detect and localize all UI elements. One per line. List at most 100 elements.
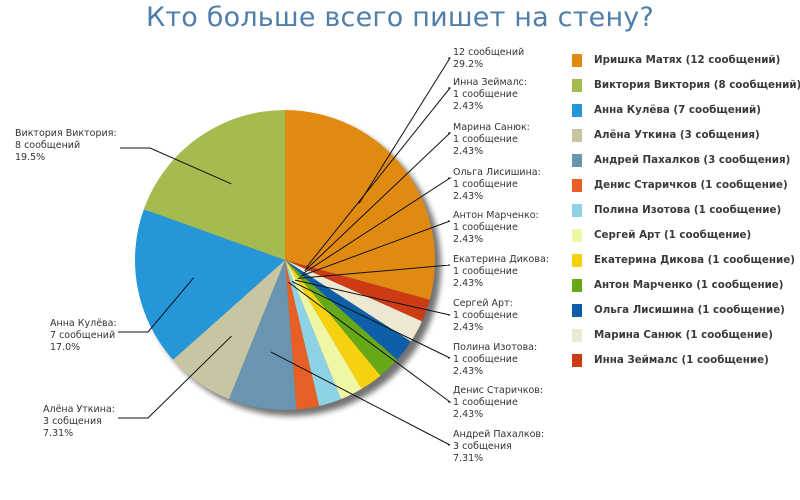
pie-slice-10 [228,260,297,410]
legend-swatch [572,229,582,242]
legend-label: Антон Марченко (1 сообщение) [594,279,784,291]
chart-title: Кто больше всего пишет на стену? [145,2,655,33]
pie-slice-5 [285,260,397,376]
legend-label: Полина Изотова (1 сообщение) [594,204,782,216]
slice-label-4-line-3: 2.43% [453,191,483,202]
slice-label-7-line-2: 1 сообщение [453,310,518,321]
legend-swatch [572,129,582,142]
legend-swatch [572,254,582,267]
slice-label-6-line-2: 1 сообщение [453,266,518,277]
legend-swatch [572,204,582,217]
pie-slice-3 [285,260,422,342]
leader-line-1 [358,57,451,204]
legend-label: Денис Старичков (1 сообщение) [594,179,788,191]
legend-item: Антон Марченко (1 сообщение) [572,277,800,302]
slice-label-5-line-3: 2.43% [453,234,483,245]
legend-swatch [572,154,582,167]
leader-line-8 [291,281,451,359]
leader-line-13 [120,147,232,185]
legend-label: Иришка Матях (12 сообщений) [594,54,781,66]
pie-slice-7 [285,260,362,400]
slice-label-12-line-2: 7 сообщений [50,330,115,341]
slice-label-13-line-1: Виктория Виктория: [15,128,117,139]
legend-item: Марина Санюк (1 сообщение) [572,327,800,352]
slice-label-12-line-3: 17.0% [50,342,80,353]
slice-label-2-line-1: Инна Зеймалс: [453,77,527,88]
slice-label-9-line-3: 2.43% [453,409,483,420]
legend-label: Ольга Лисишина (1 сообщение) [594,304,785,316]
slice-label-11-line-1: Алёна Уткина: [43,404,115,415]
slice-label-6-line-1: Екатерина Дикова: [453,254,549,265]
slice-label-7-line-3: 2.43% [453,322,483,333]
slice-label-11-line-3: 7.31% [43,428,73,439]
slice-label-6-line-3: 2.43% [453,278,483,289]
pie-slice-13 [143,110,285,260]
legend-label: Екатерина Дикова (1 сообщение) [594,254,795,266]
slice-label-1-line-1: 12 сообщений [453,47,524,58]
slice-label-2-line-3: 2.43% [453,101,483,112]
legend-item: Инна Зеймалс (1 сообщение) [572,352,800,377]
slice-label-3-line-3: 2.43% [453,146,483,157]
slice-label-9-line-1: Денис Старичков: [453,385,543,396]
legend-label: Марина Санюк (1 сообщение) [594,329,773,341]
pie-slice-12 [135,209,285,360]
leader-line-9 [288,281,452,403]
slice-label-10-line-1: Андрей Пахалков: [453,429,544,440]
legend: Иришка Матях (12 сообщений) Виктория Викт… [572,52,800,377]
slice-label-12-line-1: Анна Кулёва: [50,318,117,329]
pie-slice-2 [285,260,430,322]
pie-slice-8 [285,260,342,407]
leader-line-11 [118,335,232,419]
leader-line-7 [294,279,451,316]
slice-label-4-line-2: 1 сообщение [453,179,518,190]
slice-label-13-line-3: 19.5% [15,152,45,163]
legend-item: Екатерина Дикова (1 сообщение) [572,252,800,277]
legend-item: Андрей Пахалков (3 сообщения) [572,152,800,177]
leader-line-5 [300,220,451,277]
legend-item: Полина Изотова (1 сообщение) [572,202,800,227]
legend-item: Сергей Арт (1 сообщение) [572,227,800,252]
slice-label-5-line-1: Антон Марченко: [453,210,539,221]
leader-line-3 [304,132,452,272]
slice-label-3-line-1: Марина Санюк: [453,122,530,133]
legend-item: Виктория Виктория (8 сообщений) [572,77,800,102]
legend-swatch [572,329,582,342]
leader-line-6 [297,264,451,279]
slice-label-7-line-1: Сергей Арт: [453,298,513,309]
pie-slice-11 [173,260,285,400]
slice-label-8-line-1: Полина Изотова: [453,342,537,353]
slice-label-5-line-2: 1 сообщение [453,222,518,233]
legend-item: Денис Старичков (1 сообщение) [572,177,800,202]
slice-label-13-line-2: 8 сообщений [15,140,80,151]
legend-swatch [572,354,582,367]
legend-item: Иришка Матях (12 сообщений) [572,52,800,77]
leader-lines [118,57,452,446]
slice-label-11-line-2: 3 собщения [43,416,102,427]
legend-label: Андрей Пахалков (3 сообщения) [594,154,791,166]
legend-swatch [572,179,582,192]
legend-swatch [572,104,582,117]
legend-swatch [572,79,582,92]
slice-label-10-line-3: 7.31% [453,453,483,464]
leader-line-10 [270,351,451,446]
legend-item: Анна Кулёва (7 сообщений) [572,102,800,127]
slice-label-10-line-2: 3 собщения [453,441,512,452]
slice-label-3-line-2: 1 сообщение [453,134,518,145]
legend-swatch [572,54,582,67]
legend-swatch [572,279,582,292]
slice-label-8-line-3: 2.43% [453,366,483,377]
slice-label-4-line-1: Ольга Лисишина: [453,167,541,178]
leader-line-2 [305,87,452,268]
slice-label-1-line-2: 29.2% [453,59,483,70]
legend-label: Виктория Виктория (8 сообщений) [594,79,800,91]
legend-label: Сергей Арт (1 сообщение) [594,229,752,241]
legend-label: Инна Зеймалс (1 сообщение) [594,354,769,366]
slice-label-8-line-2: 1 сообщение [453,354,518,365]
legend-item: Ольга Лисишина (1 сообщение) [572,302,800,327]
legend-label: Алёна Уткина (3 собщения) [594,129,760,141]
pie-slices [135,110,435,410]
legend-label: Анна Кулёва (7 сообщений) [594,104,761,116]
leader-line-12 [118,277,195,333]
